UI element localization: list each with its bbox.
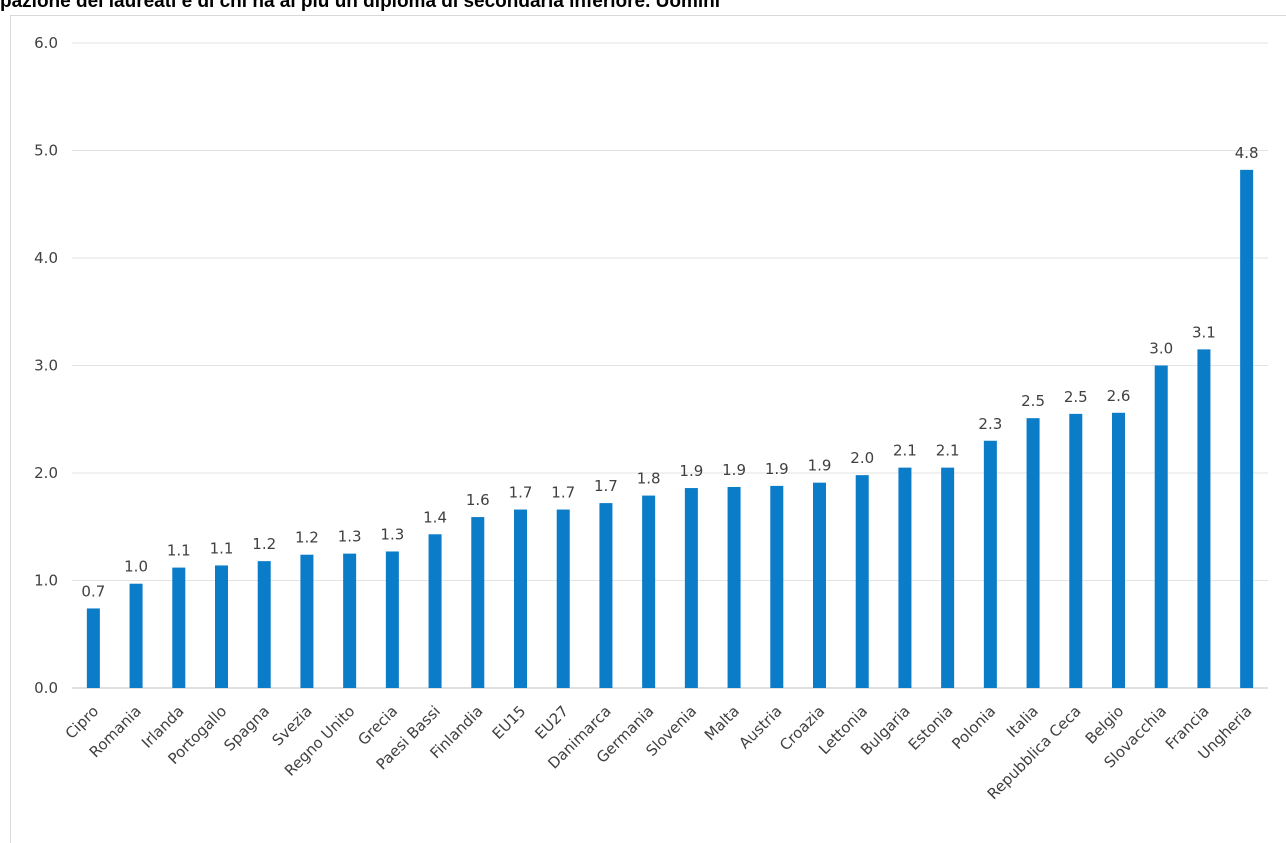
bar xyxy=(556,509,570,688)
data-label: 0.7 xyxy=(81,582,105,600)
y-tick-label: 3.0 xyxy=(34,357,58,375)
bar xyxy=(941,467,955,688)
data-label: 1.6 xyxy=(466,491,490,509)
x-tick-label: Spagna xyxy=(220,702,273,755)
gridlines xyxy=(72,42,1268,689)
bar xyxy=(813,482,826,688)
x-tick-label: EU15 xyxy=(489,702,530,743)
data-label: 4.8 xyxy=(1235,144,1259,162)
data-label: 1.3 xyxy=(380,525,404,543)
bar xyxy=(129,583,143,688)
x-tick-label: Polonia xyxy=(948,702,999,753)
bar xyxy=(86,608,100,688)
data-label: 2.3 xyxy=(978,415,1002,433)
chart-frame xyxy=(10,15,1286,843)
bar xyxy=(471,517,485,688)
chart-title: pazione dei laureati e di chi ha al più … xyxy=(0,0,721,12)
bar xyxy=(642,495,656,688)
bar xyxy=(1197,349,1211,688)
bar xyxy=(514,509,527,688)
data-label: 3.1 xyxy=(1192,323,1216,341)
data-label: 1.1 xyxy=(167,542,191,560)
data-label: 1.2 xyxy=(295,529,319,547)
bar xyxy=(684,488,698,688)
bar xyxy=(1240,169,1254,689)
data-label: 1.9 xyxy=(808,457,832,475)
bar xyxy=(983,440,997,688)
bar xyxy=(1069,413,1083,688)
bar xyxy=(343,553,357,688)
y-tick-label: 6.0 xyxy=(34,34,58,52)
data-label: 2.1 xyxy=(936,442,960,460)
bar xyxy=(727,486,741,688)
data-label: 2.5 xyxy=(1021,392,1045,410)
bar xyxy=(385,551,399,688)
x-tick-label: Estonia xyxy=(905,702,957,754)
data-label: 1.7 xyxy=(551,484,575,502)
bar xyxy=(599,503,613,688)
y-tick-label: 0.0 xyxy=(34,679,58,697)
y-tick-label: 2.0 xyxy=(34,464,58,482)
data-label: 1.0 xyxy=(124,558,148,576)
y-tick-label: 4.0 xyxy=(34,249,58,267)
data-label: 1.8 xyxy=(637,470,661,488)
data-label: 3.0 xyxy=(1149,340,1173,358)
data-label: 1.1 xyxy=(210,539,234,557)
y-axis: 0.0 1.0 2.0 3.0 4.0 5.0 6.0 xyxy=(34,34,58,697)
data-label: 1.4 xyxy=(423,508,447,526)
bar xyxy=(1026,418,1040,688)
y-tick-label: 5.0 xyxy=(34,142,58,160)
data-label: 1.2 xyxy=(252,535,276,553)
data-label: 1.9 xyxy=(722,461,746,479)
data-labels: 0.7 1.0 1.1 1.1 1.2 1.2 1.3 1.3 1.4 1.6 1.7 1.7 1.7 1… xyxy=(81,144,1258,601)
bar xyxy=(215,565,228,688)
data-label: 1.7 xyxy=(594,477,618,495)
data-label: 1.9 xyxy=(679,462,703,480)
data-label: 2.1 xyxy=(893,442,917,460)
data-label: 1.9 xyxy=(765,460,789,478)
bar xyxy=(257,561,271,688)
bar xyxy=(1112,412,1125,688)
data-label: 2.6 xyxy=(1107,387,1131,405)
bar xyxy=(428,534,442,688)
bar xyxy=(898,467,912,688)
data-label: 1.7 xyxy=(509,484,533,502)
bar xyxy=(172,567,186,688)
bars xyxy=(86,169,1254,689)
x-tick-label: Cipro xyxy=(62,702,102,742)
x-axis: CiproRomaniaIrlandaPortogalloSpagnaSvezi… xyxy=(62,702,1256,803)
x-tick-label: EU27 xyxy=(531,702,572,743)
x-tick-label: Italia xyxy=(1003,702,1042,741)
data-label: 2.5 xyxy=(1064,388,1088,406)
y-tick-label: 1.0 xyxy=(34,572,58,590)
data-label: 2.0 xyxy=(850,449,874,467)
bar xyxy=(1154,365,1168,688)
bar xyxy=(770,485,784,688)
bar xyxy=(855,475,869,688)
bar xyxy=(300,554,314,688)
data-label: 1.3 xyxy=(338,528,362,546)
